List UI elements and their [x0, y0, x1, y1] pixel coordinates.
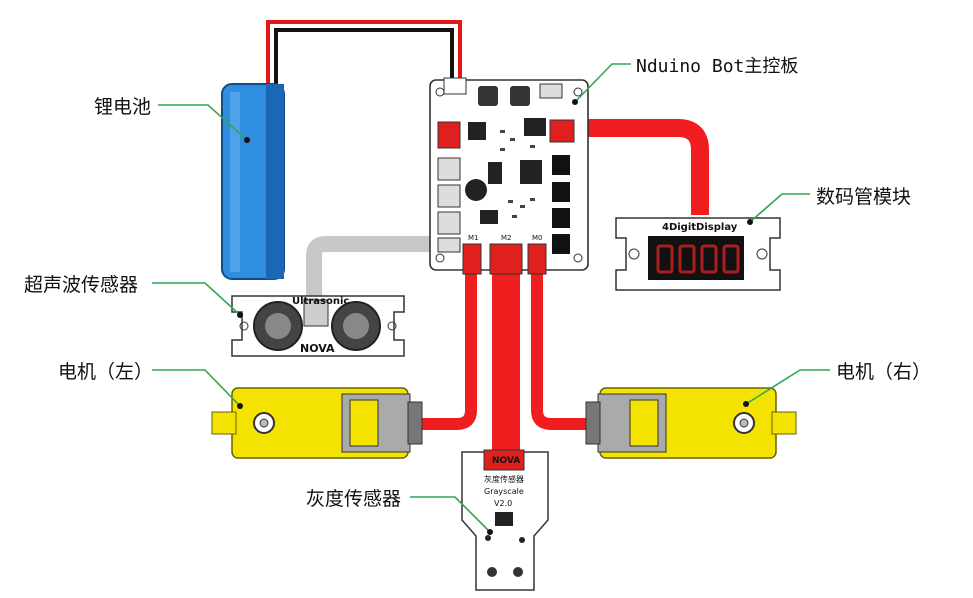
display-board-title: 4DigitDisplay [662, 222, 738, 233]
digit-display-module: 4DigitDisplay [615, 217, 781, 291]
ultrasonic-brand: Ultrasonic [292, 296, 349, 307]
port-m2: M2 [501, 234, 512, 242]
label-battery: 锂电池 [94, 96, 152, 118]
ultrasonic-nova: NOVA [300, 342, 335, 355]
grayscale-version: V2.0 [494, 499, 512, 508]
label-display-module: 数码管模块 [816, 186, 912, 208]
label-mainboard: Nduino Bot主控板 [636, 56, 799, 77]
nduino-mainboard: M1 M2 M0 [429, 77, 589, 275]
gray-cable [306, 236, 452, 300]
leader-lines [152, 63, 830, 533]
grayscale-en: Grayscale [484, 487, 524, 496]
port-m0: M0 [532, 234, 543, 242]
label-ultrasonic: 超声波传感器 [24, 274, 139, 296]
grayscale-cn: 灰度传感器 [484, 474, 524, 484]
grayscale-sensor: NOVA 灰度传感器 Grayscale V2.0 [461, 449, 549, 591]
port-m1: M1 [468, 234, 479, 242]
motor-left [211, 387, 423, 459]
label-grayscale: 灰度传感器 [306, 488, 402, 510]
ultrasonic-sensor: Ultrasonic NOVA [231, 295, 405, 357]
display-cable [575, 119, 709, 215]
grayscale-cable [492, 270, 520, 456]
lithium-battery [221, 83, 285, 280]
leader-dots [237, 99, 753, 535]
battery-wires [266, 20, 462, 88]
grayscale-nova: NOVA [492, 456, 520, 466]
motor-right [585, 387, 797, 459]
label-motor-left: 电机（左） [58, 361, 154, 383]
motor-cables [418, 270, 592, 430]
label-motor-right: 电机（右） [836, 361, 932, 383]
